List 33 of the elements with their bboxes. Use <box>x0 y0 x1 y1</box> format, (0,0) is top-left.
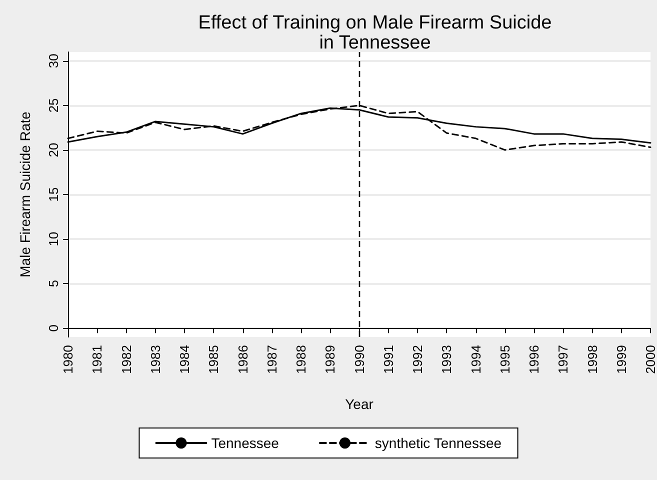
legend-label: synthetic Tennessee <box>374 435 502 451</box>
x-tick-label: 2000 <box>643 345 657 374</box>
x-tick-label: 1986 <box>235 345 250 374</box>
x-tick-label: 1981 <box>90 345 105 374</box>
x-tick-label: 1998 <box>584 345 600 374</box>
x-tick-label: 1988 <box>294 345 308 374</box>
x-axis-title: Year <box>345 396 374 412</box>
x-tick-label: 1980 <box>60 345 76 374</box>
x-tick-label: 1992 <box>410 345 425 374</box>
x-tick-label: 1999 <box>614 345 629 374</box>
y-tick-label: 10 <box>46 232 61 246</box>
x-tick-label: 1982 <box>118 345 134 374</box>
x-tick-label: 1997 <box>556 345 571 374</box>
y-tick-label: 25 <box>46 98 61 113</box>
x-tick-label: 1995 <box>497 345 512 374</box>
y-tick-label: 15 <box>46 187 61 202</box>
x-tick-label: 1993 <box>439 345 454 374</box>
y-axis-title: Male Firearm Suicide Rate <box>17 111 33 278</box>
legend-label: Tennessee <box>211 435 280 451</box>
x-tick-label: 1989 <box>322 345 338 374</box>
x-tick-label: 1994 <box>468 345 484 374</box>
chart-title: Effect of Training on Male Firearm Suicide in Tennessee <box>198 12 552 54</box>
x-tick-label: 1985 <box>206 345 222 374</box>
x-tick-label: 1987 <box>264 345 280 374</box>
y-tick-label: 5 <box>46 280 61 288</box>
x-tick-label: 1996 <box>526 345 542 374</box>
x-tick-label: 1983 <box>148 345 163 374</box>
y-tick-label: 0 <box>46 324 61 332</box>
y-tick-label: 30 <box>46 54 61 68</box>
y-tick-label: 20 <box>46 142 61 158</box>
x-tick-label: 1990 <box>352 345 367 374</box>
x-tick-label: 1984 <box>177 345 192 374</box>
x-tick-label: 1991 <box>380 345 396 374</box>
